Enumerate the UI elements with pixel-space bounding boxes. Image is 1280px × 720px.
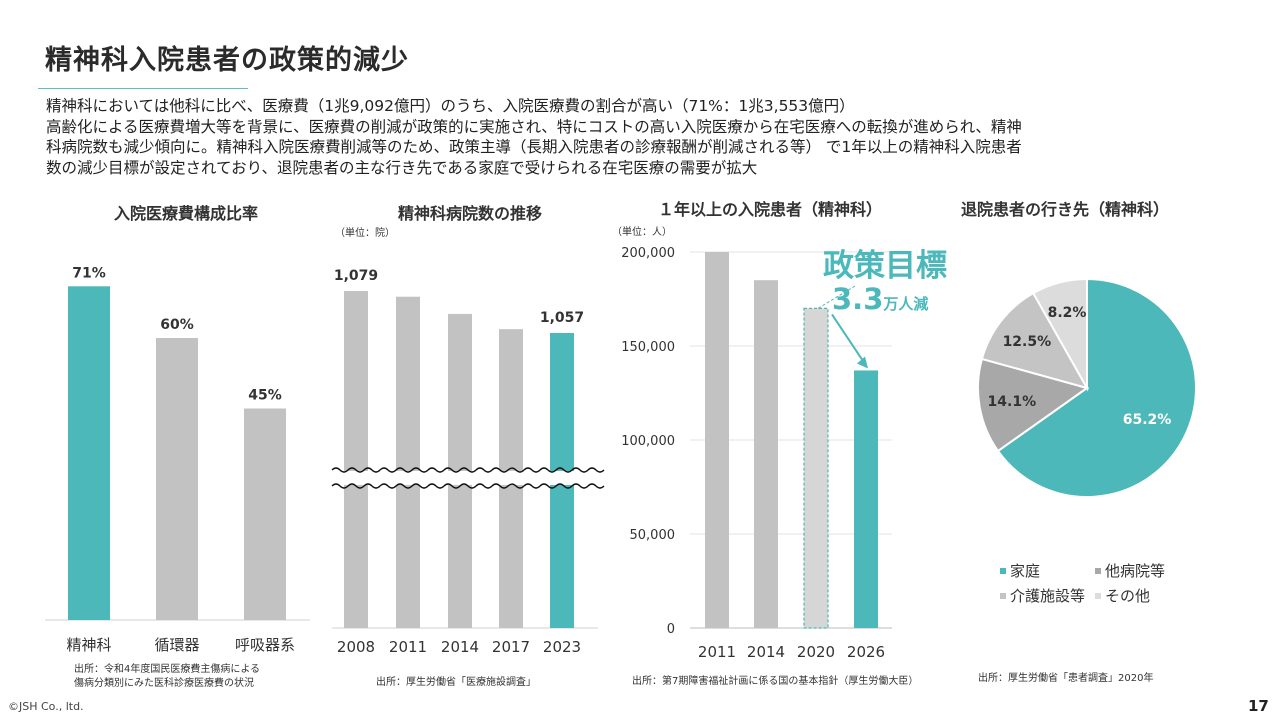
chart1-bar — [156, 338, 198, 620]
chart3-category-label: 2014 — [747, 643, 785, 661]
intro-line: 精神科においては他科に比べ、医療費（1兆9,092億円）のうち、入院医療費の割合… — [46, 97, 855, 115]
chart2-axis-break-line — [331, 483, 605, 489]
chart2-title: 精神科病院数の推移 — [397, 204, 542, 223]
chart4-pie-slice — [1031, 277, 1088, 392]
chart2-category-label: 2011 — [389, 638, 427, 656]
chart4-slice-label: 65.2% — [1123, 412, 1172, 428]
intro-text: 精神科においては他科に比べ、医療費（1兆9,092億円）のうち、入院医療費の割合… — [46, 96, 1236, 178]
chart3-bar — [754, 280, 778, 628]
chart4-pie-slice — [996, 277, 1197, 498]
chart4-title: 退院患者の行き先（精神科） — [960, 200, 1169, 219]
chart4-legend-label: 介護施設等 — [1010, 587, 1085, 605]
chart3-reduction-arrowhead — [857, 356, 868, 369]
page-title: 精神科入院患者の政策的減少 — [45, 45, 409, 76]
chart4-legend-label: その他 — [1105, 587, 1150, 605]
chart3-ytick-label: 150,000 — [621, 340, 675, 355]
chart4-pie-slice — [977, 357, 1090, 453]
chart3-title: １年以上の入院患者（精神科） — [657, 200, 882, 219]
chart2-axis-break-band — [332, 471, 598, 485]
chart2-bar — [396, 296, 420, 628]
policy-target-value: 3.3万人減 — [832, 282, 928, 316]
chart1-data-label: 71% — [72, 265, 106, 281]
title-underline — [38, 88, 248, 89]
chart4-source: 出所：厚生労働省「患者調査」2020年 — [978, 673, 1154, 684]
chart2-category-label: 2023 — [543, 638, 581, 656]
intro-line: 高齢化による医療費増大等を背景に、医療費の削減が政策的に実施され、特にコストの高… — [46, 117, 1022, 136]
chart4-legend-swatch — [1095, 568, 1101, 574]
copyright: ©JSH Co., ltd. — [8, 700, 84, 713]
chart3-category-label: 2026 — [847, 643, 885, 661]
policy-target-unit: 万人減 — [883, 295, 929, 313]
page-number: 17 — [1248, 697, 1269, 715]
chart1-title: 入院医療費構成比率 — [113, 204, 258, 223]
chart1-data-label: 60% — [160, 317, 194, 333]
chart2-data-label: 1,057 — [540, 310, 584, 326]
policy-target-label: 政策目標 — [823, 248, 947, 284]
chart4-pie-slice — [980, 291, 1090, 390]
chart3-source: 出所：第7期障害福祉計画に係る国の基本指針（厚生労働大臣） — [632, 676, 919, 687]
chart1-category-label: 呼吸器系 — [235, 636, 295, 654]
chart2-category-label: 2014 — [441, 638, 479, 656]
chart1-data-label: 45% — [248, 388, 282, 404]
chart3-category-label: 2020 — [797, 643, 835, 661]
chart3-bar — [705, 252, 729, 628]
chart3-bar — [854, 370, 878, 628]
chart3-reduction-arrow — [831, 313, 865, 363]
chart2-bar — [344, 291, 368, 628]
chart3-ytick-label: 100,000 — [621, 434, 675, 449]
chart2-unit: （単位：院） — [335, 228, 395, 239]
chart1-group: 71% 精神科 60% 循環器 45% 呼吸器系 — [45, 265, 310, 654]
chart4-slice-label: 14.1% — [988, 394, 1037, 410]
chart1-category-label: 精神科 — [66, 636, 111, 654]
chart3-category-label: 2011 — [698, 643, 736, 661]
chart4-legend-swatch — [1000, 593, 1006, 599]
chart2-data-label: 1,079 — [334, 268, 378, 284]
source-line: 出所：令和4年度国民医療費主傷病による — [74, 664, 261, 675]
chart1-source: 出所：令和4年度国民医療費主傷病による 傷病分類別にみた医科診療医療費の状況 — [74, 663, 260, 691]
policy-target-number: 3.3 — [832, 282, 884, 316]
chart3-ytick-label: 200,000 — [621, 246, 675, 261]
chart2-group: 1,079 2008 2011 2014 2017 1,057 2023 — [331, 268, 605, 656]
chart4-slice-label: 8.2% — [1048, 305, 1087, 321]
source-line: 傷病分類別にみた医科診療医療費の状況 — [74, 678, 254, 689]
chart3-ytick-label: 0 — [667, 622, 675, 637]
intro-line: 科病院数も減少傾向に。精神科入院医療費削減等のため、政策主導（長期入院患者の診療… — [46, 138, 1022, 156]
chart4-legend-swatch — [1095, 593, 1101, 599]
chart3-unit: （単位：人） — [612, 227, 672, 238]
chart1-bar — [244, 408, 286, 620]
chart2-axis-break-line — [331, 467, 605, 473]
chart2-source: 出所：厚生労働省「医療施設調査」 — [376, 677, 536, 688]
chart1-category-label: 循環器 — [154, 636, 199, 654]
chart4-legend-swatch — [1000, 568, 1006, 574]
chart3-bar-dashed — [803, 307, 829, 629]
intro-line: 数の減少目標が設定されており、退院患者の主な行き先である家庭で受けられる在宅医療… — [46, 158, 758, 177]
chart2-bar — [448, 313, 472, 628]
chart3-ytick-label: 50,000 — [630, 528, 676, 543]
chart3-group: 0 50,000 100,000 150,000 200,000 2011 2014 2020… — [621, 246, 892, 661]
chart4-legend-label: 他病院等 — [1105, 562, 1165, 580]
chart4-slice-label: 12.5% — [1003, 334, 1052, 350]
chart4-legend-label: 家庭 — [1010, 562, 1040, 580]
chart2-category-label: 2008 — [337, 638, 375, 656]
chart1-bar — [68, 286, 110, 620]
chart2-category-label: 2017 — [492, 638, 530, 656]
chart3-callout-leader — [817, 285, 856, 309]
